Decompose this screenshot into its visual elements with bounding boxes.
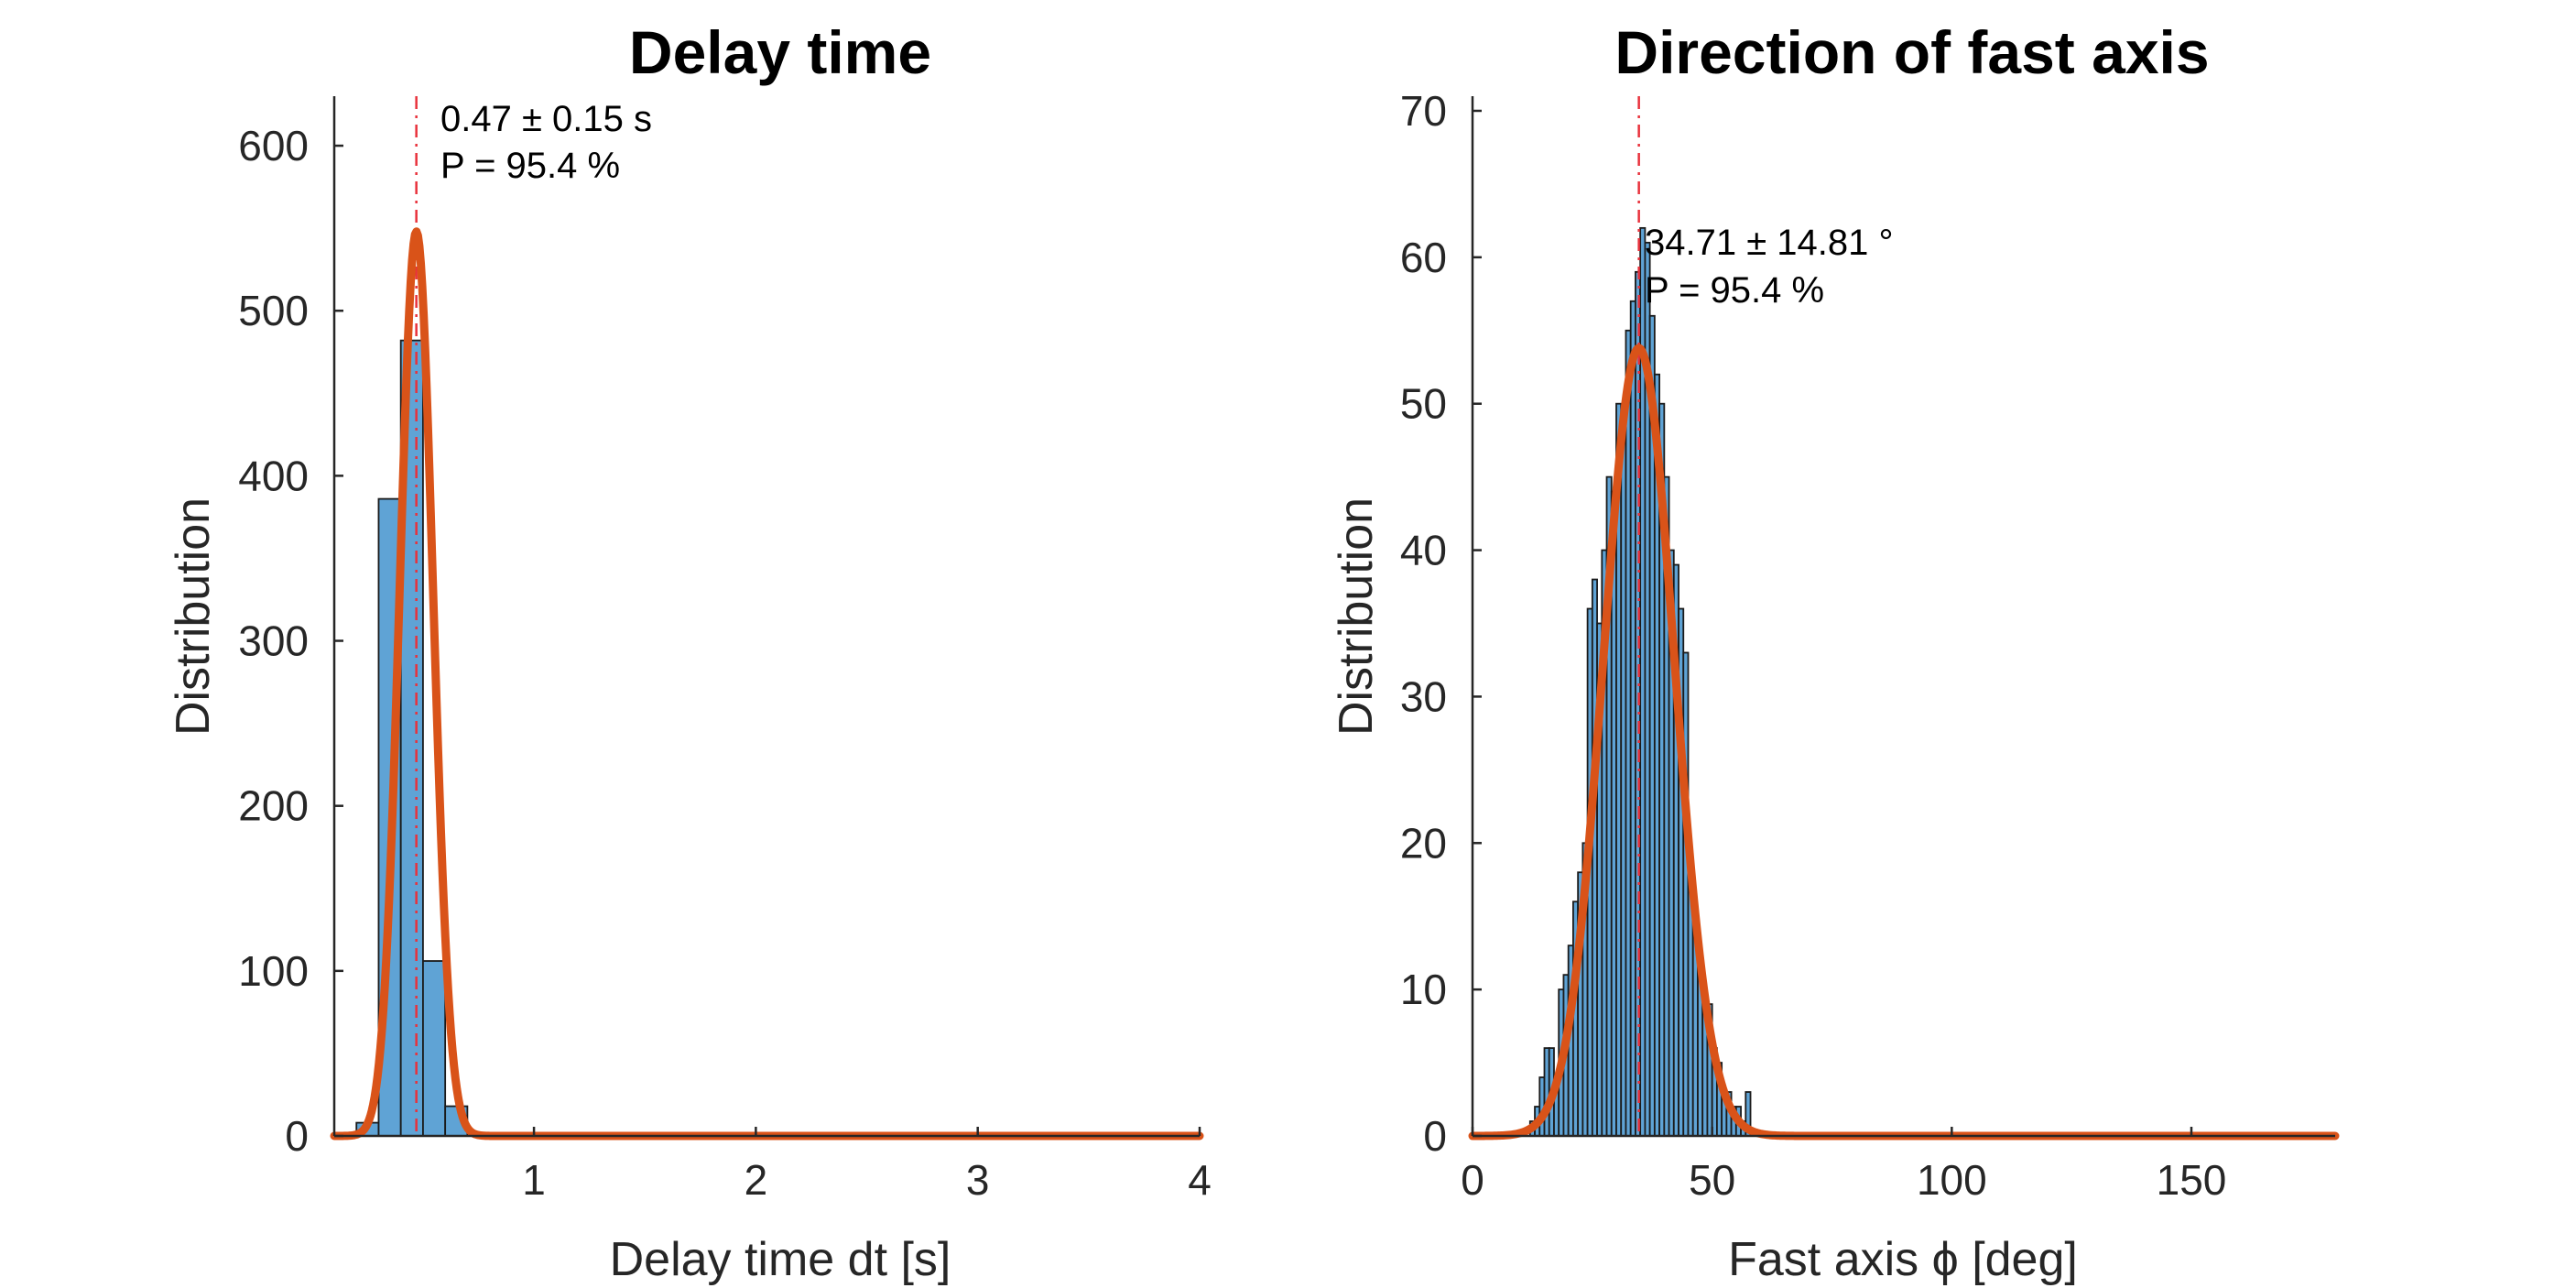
y-tick-label: 100 — [238, 947, 309, 995]
y-tick-label: 20 — [1400, 819, 1447, 867]
histogram-bars — [1528, 226, 1752, 1137]
annotation-line-2: P = 95.4 % — [1645, 270, 1824, 311]
chart-title: Delay time — [629, 18, 931, 86]
y-axis-label: Distribution — [1330, 497, 1383, 736]
fit-curve-group — [330, 96, 1204, 1141]
y-tick-label: 0 — [285, 1112, 309, 1160]
axes: 0 10 20 30 40 50 60 70 0 50 100 150 — [1400, 87, 2335, 1204]
x-tick-label: 100 — [1917, 1156, 1987, 1204]
x-tick-label: 1 — [522, 1156, 546, 1204]
annotation-line-1: 34.71 ± 14.81 ° — [1645, 223, 1893, 263]
x-tick-label: 0 — [1461, 1156, 1484, 1204]
annotation-line-1: 0.47 ± 0.15 s — [440, 99, 652, 139]
y-axis-label: Distribution — [167, 497, 220, 736]
x-tick-label: 2 — [745, 1156, 768, 1204]
y-tick-label: 30 — [1400, 672, 1447, 720]
histogram-bar — [422, 960, 447, 1137]
x-tick-label: 3 — [966, 1156, 990, 1204]
x-tick-label: 4 — [1188, 1156, 1212, 1204]
x-axis-label: Delay time dt [s] — [610, 1233, 951, 1286]
fast-axis-direction-plot: Direction of fast axis Fast axis ϕ [deg]… — [1330, 18, 2340, 1286]
y-tick-label: 50 — [1400, 380, 1447, 428]
delay-time-plot: Delay time Delay time dt [s] Distributio… — [167, 18, 1212, 1286]
x-axis-label: Fast axis ϕ [deg] — [1728, 1233, 2078, 1286]
chart-title: Direction of fast axis — [1614, 18, 2209, 86]
y-tick-label: 60 — [1400, 234, 1447, 281]
y-tick-label: 500 — [238, 287, 309, 334]
y-tick-label: 400 — [238, 452, 309, 499]
y-tick-label: 0 — [1423, 1112, 1447, 1160]
gaussian-fit-curve — [330, 227, 1204, 1141]
y-tick-label: 200 — [238, 782, 309, 830]
y-tick-label: 70 — [1400, 87, 1447, 135]
y-tick-label: 40 — [1400, 527, 1447, 574]
y-tick-label: 10 — [1400, 966, 1447, 1013]
axes: 0 100 200 300 400 500 600 1 2 3 4 — [238, 96, 1212, 1204]
y-tick-label: 600 — [238, 122, 309, 169]
annotation-line-2: P = 95.4 % — [440, 146, 620, 186]
x-tick-label: 50 — [1689, 1156, 1735, 1204]
y-tick-label: 300 — [238, 617, 309, 665]
x-tick-label: 150 — [2157, 1156, 2227, 1204]
